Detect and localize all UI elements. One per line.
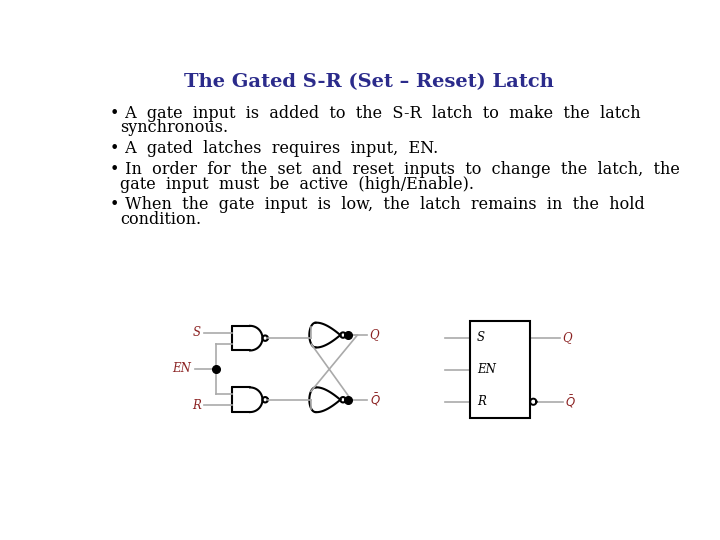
Text: synchronous.: synchronous. xyxy=(120,119,228,137)
Text: Q: Q xyxy=(562,331,572,344)
Text: condition.: condition. xyxy=(120,211,202,228)
Text: S: S xyxy=(193,326,201,339)
Text: •: • xyxy=(109,197,119,213)
Text: EN: EN xyxy=(173,362,192,375)
Text: The Gated S-R (Set – Reset) Latch: The Gated S-R (Set – Reset) Latch xyxy=(184,73,554,91)
Text: In  order  for  the  set  and  reset  inputs  to  change  the  latch,  the: In order for the set and reset inputs to… xyxy=(120,161,680,178)
Text: •: • xyxy=(109,105,119,122)
Text: R: R xyxy=(192,399,201,411)
Text: gate  input  must  be  active  (high/Enable).: gate input must be active (high/Enable). xyxy=(120,176,474,193)
Text: $\bar{Q}$: $\bar{Q}$ xyxy=(370,392,381,408)
Text: A  gated  latches  requires  input,  EN.: A gated latches requires input, EN. xyxy=(120,140,438,157)
Text: R: R xyxy=(477,395,485,408)
Text: •: • xyxy=(109,161,119,178)
Text: A  gate  input  is  added  to  the  S-R  latch  to  make  the  latch: A gate input is added to the S-R latch t… xyxy=(120,105,641,122)
Text: Q: Q xyxy=(370,328,379,342)
Text: EN: EN xyxy=(477,363,495,376)
Text: •: • xyxy=(109,140,119,157)
Text: $\bar{Q}$: $\bar{Q}$ xyxy=(565,394,576,410)
Text: When  the  gate  input  is  low,  the  latch  remains  in  the  hold: When the gate input is low, the latch re… xyxy=(120,197,645,213)
Bar xyxy=(469,321,530,419)
Text: S: S xyxy=(477,331,485,344)
